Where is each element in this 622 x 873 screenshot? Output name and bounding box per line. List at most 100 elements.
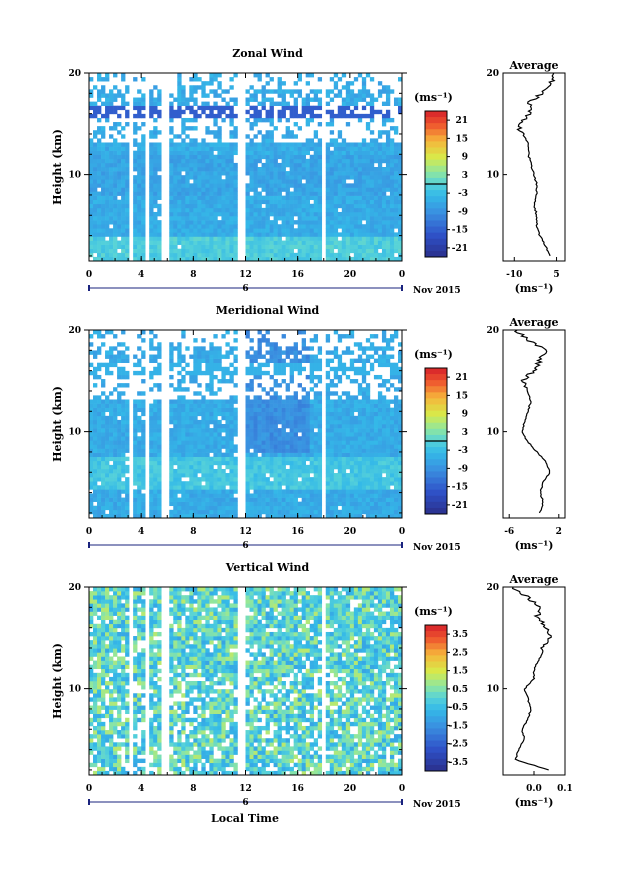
heatmap-cell	[345, 399, 351, 404]
heatmap-cell	[365, 256, 371, 262]
heatmap-cell	[141, 207, 146, 213]
heatmap-cell	[113, 232, 118, 237]
heatmap-cell	[177, 77, 182, 82]
heatmap-cell	[137, 513, 142, 519]
heatmap-cell	[293, 509, 298, 515]
heatmap-cell	[177, 81, 182, 86]
heatmap-cell	[133, 191, 138, 196]
heatmap-cell	[313, 383, 319, 388]
heatmap-cell	[121, 248, 126, 254]
heatmap-cell	[101, 362, 106, 368]
heatmap-cell	[345, 236, 351, 241]
heatmap-cell	[249, 370, 254, 376]
heatmap-cell	[289, 395, 294, 400]
heatmap-cell	[89, 138, 94, 143]
heatmap-cell	[285, 183, 290, 188]
heatmap-cell	[253, 513, 258, 519]
heatmap-cell	[269, 117, 274, 123]
heatmap-cell	[141, 146, 146, 151]
heatmap-cell	[197, 460, 202, 466]
heatmap-cell	[325, 150, 331, 156]
heatmap-cell	[261, 334, 266, 339]
heatmap-cell	[245, 489, 250, 494]
heatmap-cell	[105, 191, 110, 196]
heatmap-cell	[353, 228, 359, 233]
heatmap-cell	[229, 505, 234, 511]
heatmap-cell	[117, 211, 122, 217]
colorbar-segment	[425, 214, 447, 221]
heatmap-cell	[225, 105, 230, 111]
heatmap-cell	[289, 436, 294, 441]
heatmap-cell	[277, 248, 282, 254]
heatmap-cell	[113, 448, 118, 453]
heatmap-cell	[265, 493, 270, 498]
heatmap-cell	[141, 399, 146, 404]
heatmap-cell	[273, 489, 278, 494]
heatmap-cell	[209, 432, 214, 437]
heatmap-cell	[193, 358, 198, 363]
heatmap-cell	[205, 501, 210, 507]
heatmap-cell	[117, 191, 122, 196]
heatmap-cell	[357, 456, 363, 462]
heatmap-cell	[369, 252, 375, 258]
heatmap-cell	[225, 142, 230, 147]
heatmap-cell	[121, 228, 126, 233]
heatmap-cell	[293, 113, 298, 119]
heatmap-cell	[261, 183, 266, 188]
heatmap-cell	[341, 362, 347, 368]
heatmap-cell	[289, 473, 294, 478]
heatmap-cell	[333, 448, 339, 453]
heatmap-cell	[221, 109, 226, 115]
heatmap-cell	[297, 444, 302, 449]
heatmap-cell	[273, 407, 278, 413]
heatmap-cell	[261, 477, 266, 482]
heatmap-cell	[121, 366, 126, 372]
heatmap-cell	[89, 456, 94, 462]
heatmap-cell	[281, 493, 286, 498]
heatmap-cell	[149, 387, 154, 392]
heatmap-cell	[193, 456, 198, 462]
heatmap-cell	[305, 93, 310, 98]
heatmap-cell	[193, 415, 198, 421]
heatmap-cell	[105, 228, 110, 233]
heatmap-cell	[97, 403, 102, 408]
heatmap-cell	[377, 195, 383, 200]
heatmap-cell	[189, 448, 194, 453]
heatmap-cell	[261, 481, 266, 486]
heatmap-cell	[205, 485, 210, 490]
heatmap-cell	[121, 105, 126, 111]
heatmap-cell	[257, 407, 262, 413]
heatmap-cell	[169, 216, 174, 221]
heatmap-cell	[277, 113, 282, 119]
heatmap-cell	[121, 489, 126, 494]
heatmap-cell	[261, 199, 266, 205]
heatmap-cell	[277, 85, 282, 90]
heatmap-cell	[133, 101, 138, 106]
heatmap-cell	[133, 179, 138, 184]
heatmap-cell	[273, 167, 278, 172]
heatmap-cell	[209, 73, 214, 78]
heatmap-cell	[177, 415, 182, 421]
heatmap-cell	[309, 191, 315, 196]
heatmap-cell	[89, 77, 94, 82]
heatmap-cell	[337, 338, 343, 343]
heatmap-cell	[253, 93, 258, 98]
heatmap-cell	[97, 399, 102, 404]
heatmap-cell	[149, 142, 154, 147]
heatmap-cell	[285, 387, 290, 392]
heatmap-cell	[117, 224, 122, 229]
heatmap-cell	[101, 407, 106, 413]
heatmap-cell	[265, 424, 270, 429]
heatmap-cell	[293, 366, 298, 372]
heatmap-cell	[93, 448, 98, 453]
colorbar-segment	[425, 117, 447, 124]
heatmap-cell	[149, 207, 154, 213]
heatmap-cell	[133, 187, 138, 192]
heatmap-cell	[101, 162, 106, 168]
heatmap-cell	[325, 374, 331, 380]
heatmap-cell	[249, 362, 254, 368]
heatmap-cell	[225, 481, 230, 486]
heatmap-cell	[173, 399, 178, 404]
heatmap-cell	[209, 444, 214, 449]
heatmap-cell	[233, 415, 238, 421]
